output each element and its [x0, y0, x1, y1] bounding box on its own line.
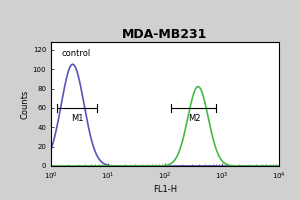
Text: M2: M2	[188, 114, 200, 123]
Title: MDA-MB231: MDA-MB231	[122, 28, 208, 41]
Text: M1: M1	[71, 114, 84, 123]
Text: control: control	[61, 48, 90, 58]
X-axis label: FL1-H: FL1-H	[153, 185, 177, 194]
Y-axis label: Counts: Counts	[21, 89, 30, 119]
